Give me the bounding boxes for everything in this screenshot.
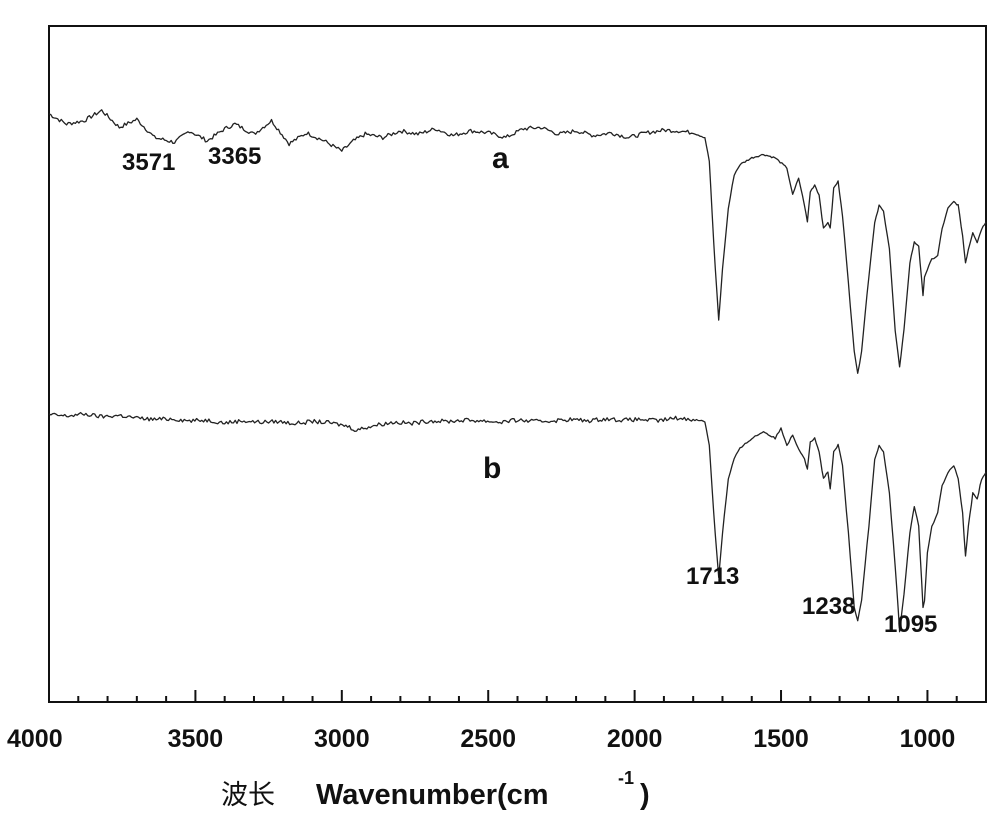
x-tick-label: 3500 <box>168 725 224 753</box>
series-label-b: b <box>483 452 501 485</box>
x-axis-ticks <box>48 690 987 702</box>
x-axis-label-chinese: 波长 <box>221 780 275 811</box>
x-tick-label: 2500 <box>460 725 516 753</box>
x-axis-label-superscript: -1 <box>618 768 634 788</box>
series-line-a <box>48 109 987 374</box>
peak-label-1095: 1095 <box>884 611 937 638</box>
x-axis-tick-labels: 4000 3500 3000 2500 2000 1500 1000 <box>7 725 955 753</box>
peak-label-3571: 3571 <box>122 149 175 176</box>
x-tick-label: 4000 <box>7 725 63 753</box>
series-line-b <box>48 411 987 633</box>
peak-label-1713: 1713 <box>686 563 739 590</box>
x-tick-label: 1500 <box>753 725 809 753</box>
x-tick-label: 1000 <box>900 725 956 753</box>
x-axis-label: 波长 Wavenumber(cm -1 ) <box>221 768 650 811</box>
x-axis-label-main: Wavenumber(cm <box>316 779 549 811</box>
series-label-a: a <box>492 142 509 175</box>
peak-label-3365: 3365 <box>208 143 261 170</box>
x-tick-label: 2000 <box>607 725 663 753</box>
x-tick-label: 3000 <box>314 725 370 753</box>
peak-label-1238: 1238 <box>802 593 855 620</box>
series-lines <box>48 109 987 633</box>
x-axis-label-close-paren: ) <box>640 779 650 811</box>
